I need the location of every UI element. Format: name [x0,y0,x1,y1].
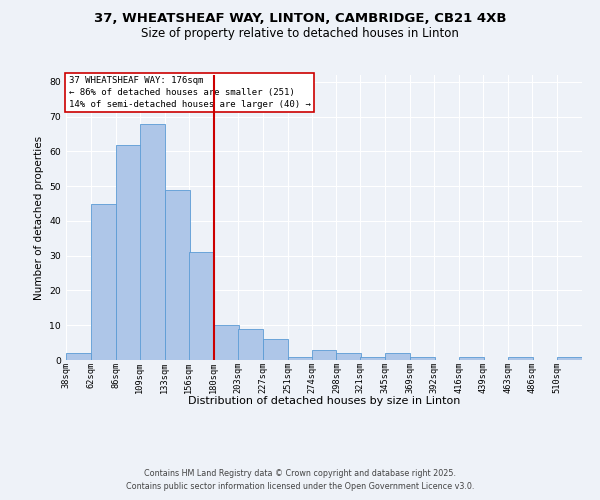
Bar [116,144,141,360]
Bar [311,350,337,360]
Bar [238,328,263,360]
Text: 37, WHEATSHEAF WAY, LINTON, CAMBRIDGE, CB21 4XB: 37, WHEATSHEAF WAY, LINTON, CAMBRIDGE, C… [94,12,506,26]
Text: Contains HM Land Registry data © Crown copyright and database right 2025.
Contai: Contains HM Land Registry data © Crown c… [126,470,474,491]
Bar [214,325,239,360]
Y-axis label: Number of detached properties: Number of detached properties [34,136,44,300]
Bar [459,356,484,360]
Bar [263,339,287,360]
Bar [66,353,91,360]
Bar [337,353,361,360]
Bar [410,356,436,360]
Bar [557,356,582,360]
Bar [189,252,214,360]
Bar [361,356,385,360]
Text: 37 WHEATSHEAF WAY: 176sqm
← 86% of detached houses are smaller (251)
14% of semi: 37 WHEATSHEAF WAY: 176sqm ← 86% of detac… [68,76,310,109]
X-axis label: Distribution of detached houses by size in Linton: Distribution of detached houses by size … [188,396,460,406]
Bar [385,353,410,360]
Bar [165,190,190,360]
Text: Size of property relative to detached houses in Linton: Size of property relative to detached ho… [141,28,459,40]
Bar [287,356,313,360]
Bar [91,204,116,360]
Bar [508,356,533,360]
Bar [140,124,165,360]
